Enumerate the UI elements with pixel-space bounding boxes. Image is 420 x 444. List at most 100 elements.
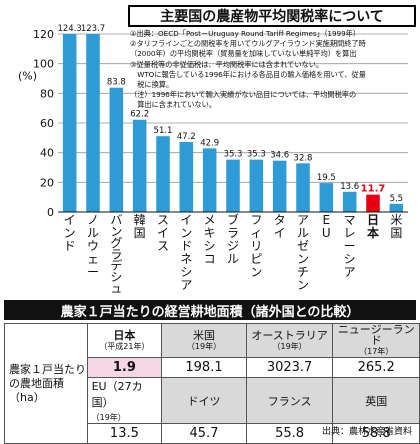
farm-area-table: 農家１戸当たりの農地面積（ha） 日本 （平成21年） 米国 （19年） オース…	[4, 323, 420, 444]
note-line: ③従量税等の非従価税は、平均関税率には含まれていない。	[130, 59, 324, 69]
country-header: 米国 （19年）	[161, 323, 247, 358]
y-axis-label: (%)	[18, 70, 37, 83]
country-header: 英国	[332, 377, 420, 424]
bar	[132, 119, 147, 212]
note-line: 税に換算。	[130, 80, 174, 90]
x-tick-label: ブラジル	[227, 212, 239, 266]
data-label: 35.3	[224, 150, 243, 160]
x-tick-label: メキシコ	[204, 213, 216, 266]
table-row: EU（27カ国） （19年） ドイツ フランス 英国	[5, 377, 420, 424]
area-value: 265.2	[332, 357, 420, 378]
country-header: ニュージーランド （17年）	[332, 323, 420, 358]
source-note: 出典：農林水産省資料	[321, 427, 412, 437]
country-name: フランス	[267, 394, 312, 408]
country-name: 英国	[365, 394, 388, 408]
data-label: 83.8	[107, 78, 126, 88]
data-label: 34.6	[270, 151, 289, 161]
data-label: 124.3	[57, 24, 81, 34]
x-tick-label: 韓国	[134, 213, 146, 240]
note-line: WTOに報告している1996年における各品目の輸入価格を用いて、従量	[130, 69, 366, 79]
bar	[179, 141, 194, 212]
country-name: ニュージーランド	[337, 323, 415, 347]
area-value: 1.9	[86, 357, 163, 378]
area-value: 13.5	[86, 423, 163, 444]
y-tick-label: 120	[33, 28, 54, 41]
bar	[249, 159, 264, 212]
area-value: 198.1	[161, 357, 247, 378]
country-year: （平成21年）	[99, 341, 150, 351]
data-label: 11.7	[361, 184, 386, 195]
note-line: （注）1996年において輸入実績がない品目については、平均関税率の	[130, 90, 357, 100]
bar	[342, 191, 357, 212]
data-label: 62.2	[130, 110, 149, 120]
chart-notes: ①出典：OECD「Post－Uruguay Round Tariff Regim…	[130, 29, 414, 111]
bar	[62, 34, 77, 212]
x-tick-label: マレーシア	[344, 213, 356, 279]
country-header: オーストラリア （19年）	[245, 323, 334, 358]
data-label: 42.9	[200, 138, 219, 148]
y-tick-label: 20	[40, 176, 54, 189]
country-name: オーストラリア	[251, 328, 328, 342]
area-value: 45.7	[161, 423, 247, 444]
bar	[389, 203, 404, 212]
tariff-bar-chart: 0 20 40 60 80 100 120 (%) 124.3 インド 123.7 ノルウェー 83.8…	[18, 24, 408, 296]
table-title: 農家１戸当たりの経営耕地面積（諸外国との比較）	[4, 300, 416, 320]
country-year: （19年）	[186, 341, 222, 351]
bar	[366, 194, 380, 212]
eu-year: （19年）	[91, 413, 126, 422]
bar	[319, 183, 334, 212]
chart-title: 主要国の農産物平均関税率について	[128, 5, 416, 27]
bar	[272, 160, 287, 212]
x-tick-label: インドネシア	[180, 213, 192, 292]
note-line: ①出典：OECD「Post－Uruguay Round Tariff Regim…	[130, 29, 361, 38]
note-line: ②タリフラインごとの関税率を用いてウルグアイラウンド実施期間終了時	[130, 39, 366, 49]
data-label: 35.3	[247, 150, 266, 160]
note-line: 算出に含まれていない。	[130, 100, 217, 110]
x-tick-label: インド	[64, 213, 76, 253]
eu-name: EU（27カ国）	[91, 380, 143, 409]
x-tick-label: ノルウェー	[87, 213, 99, 279]
x-tick-label: 日本	[367, 213, 379, 240]
data-label: 19.5	[317, 173, 336, 183]
bar	[86, 34, 100, 212]
x-tick-label: スイス	[157, 213, 169, 253]
x-tick-label: バングラデシュ	[110, 213, 122, 296]
data-label: 123.7	[81, 24, 105, 34]
country-name: ドイツ	[187, 394, 221, 408]
bar	[156, 136, 170, 212]
area-value: 3023.7	[245, 357, 334, 378]
y-tick-label: 80	[40, 87, 54, 100]
x-tick-label: 米国	[390, 213, 402, 240]
data-label: 5.5	[390, 194, 404, 204]
bar	[109, 87, 124, 212]
data-label: 51.1	[154, 126, 173, 136]
bar	[202, 148, 217, 212]
country-header: 日本 （平成21年）	[86, 323, 163, 358]
y-tick-label: 60	[40, 117, 54, 130]
country-name: 米国	[192, 328, 215, 342]
country-year: （17年）	[359, 347, 394, 356]
data-label: 13.6	[340, 182, 359, 192]
country-year: （19年）	[272, 341, 307, 351]
data-label: 32.8	[294, 153, 313, 163]
x-tick-label: アルゼンチン	[297, 213, 309, 292]
x-tick-label: フィリピン	[250, 213, 262, 279]
y-tick-label: 40	[40, 147, 54, 160]
table-row: 農家１戸当たりの農地面積（ha） 日本 （平成21年） 米国 （19年） オース…	[4, 323, 420, 444]
table-row: 1.9 198.1 3023.7 265.2	[5, 357, 420, 378]
area-value: 55.8	[245, 423, 334, 444]
bar	[226, 159, 240, 212]
eu-header: EU（27カ国） （19年）	[86, 377, 163, 424]
bar	[296, 163, 310, 212]
country-name: 日本	[113, 328, 136, 342]
note-line: （2000年）の平均関税率（貿易量を加味していない単純平均）を算出	[130, 49, 357, 59]
x-tick-label: タイ	[274, 213, 286, 240]
row-label: 農家１戸当たりの農地面積（ha）	[4, 323, 88, 444]
country-header: ドイツ	[161, 377, 247, 424]
data-label: 47.2	[177, 132, 196, 142]
y-tick-label: 0	[47, 206, 54, 219]
country-header: フランス	[245, 377, 334, 424]
y-tick-label: 100	[33, 58, 54, 71]
